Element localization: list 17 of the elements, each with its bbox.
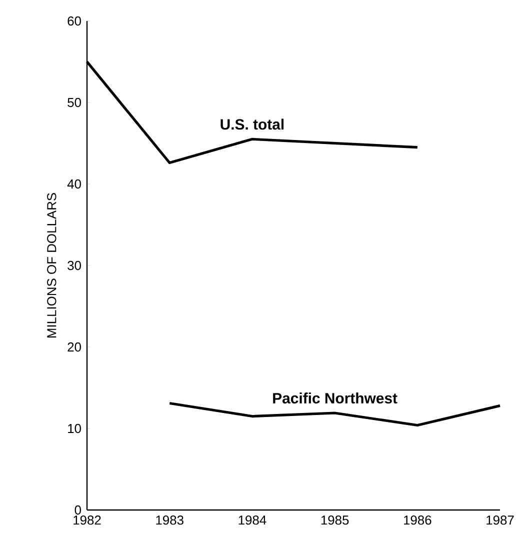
y-tick-label: 0 (74, 505, 81, 515)
x-tick-label: 1986 (404, 516, 432, 525)
x-tick-label: 1985 (321, 516, 349, 525)
y-tick-label: 10 (68, 424, 81, 434)
series-label: U.S. total (220, 118, 284, 130)
y-tick-label: 20 (68, 342, 81, 352)
y-tick-label: 40 (67, 179, 81, 189)
x-tick-label: 1987 (486, 516, 514, 525)
y-axis-title: MILLIONS OF DOLLARS (47, 193, 56, 338)
line-series (168, 402, 502, 427)
series-label: Pacific Northwest (273, 392, 398, 404)
y-tick-label: 30 (68, 260, 81, 270)
y-tick-label: 50 (68, 98, 81, 108)
y-tick-label: 60 (68, 16, 81, 26)
x-tick-label: 1982 (74, 516, 101, 525)
x-tick-label: 1984 (238, 516, 266, 525)
x-tick-label: 1983 (156, 516, 184, 525)
